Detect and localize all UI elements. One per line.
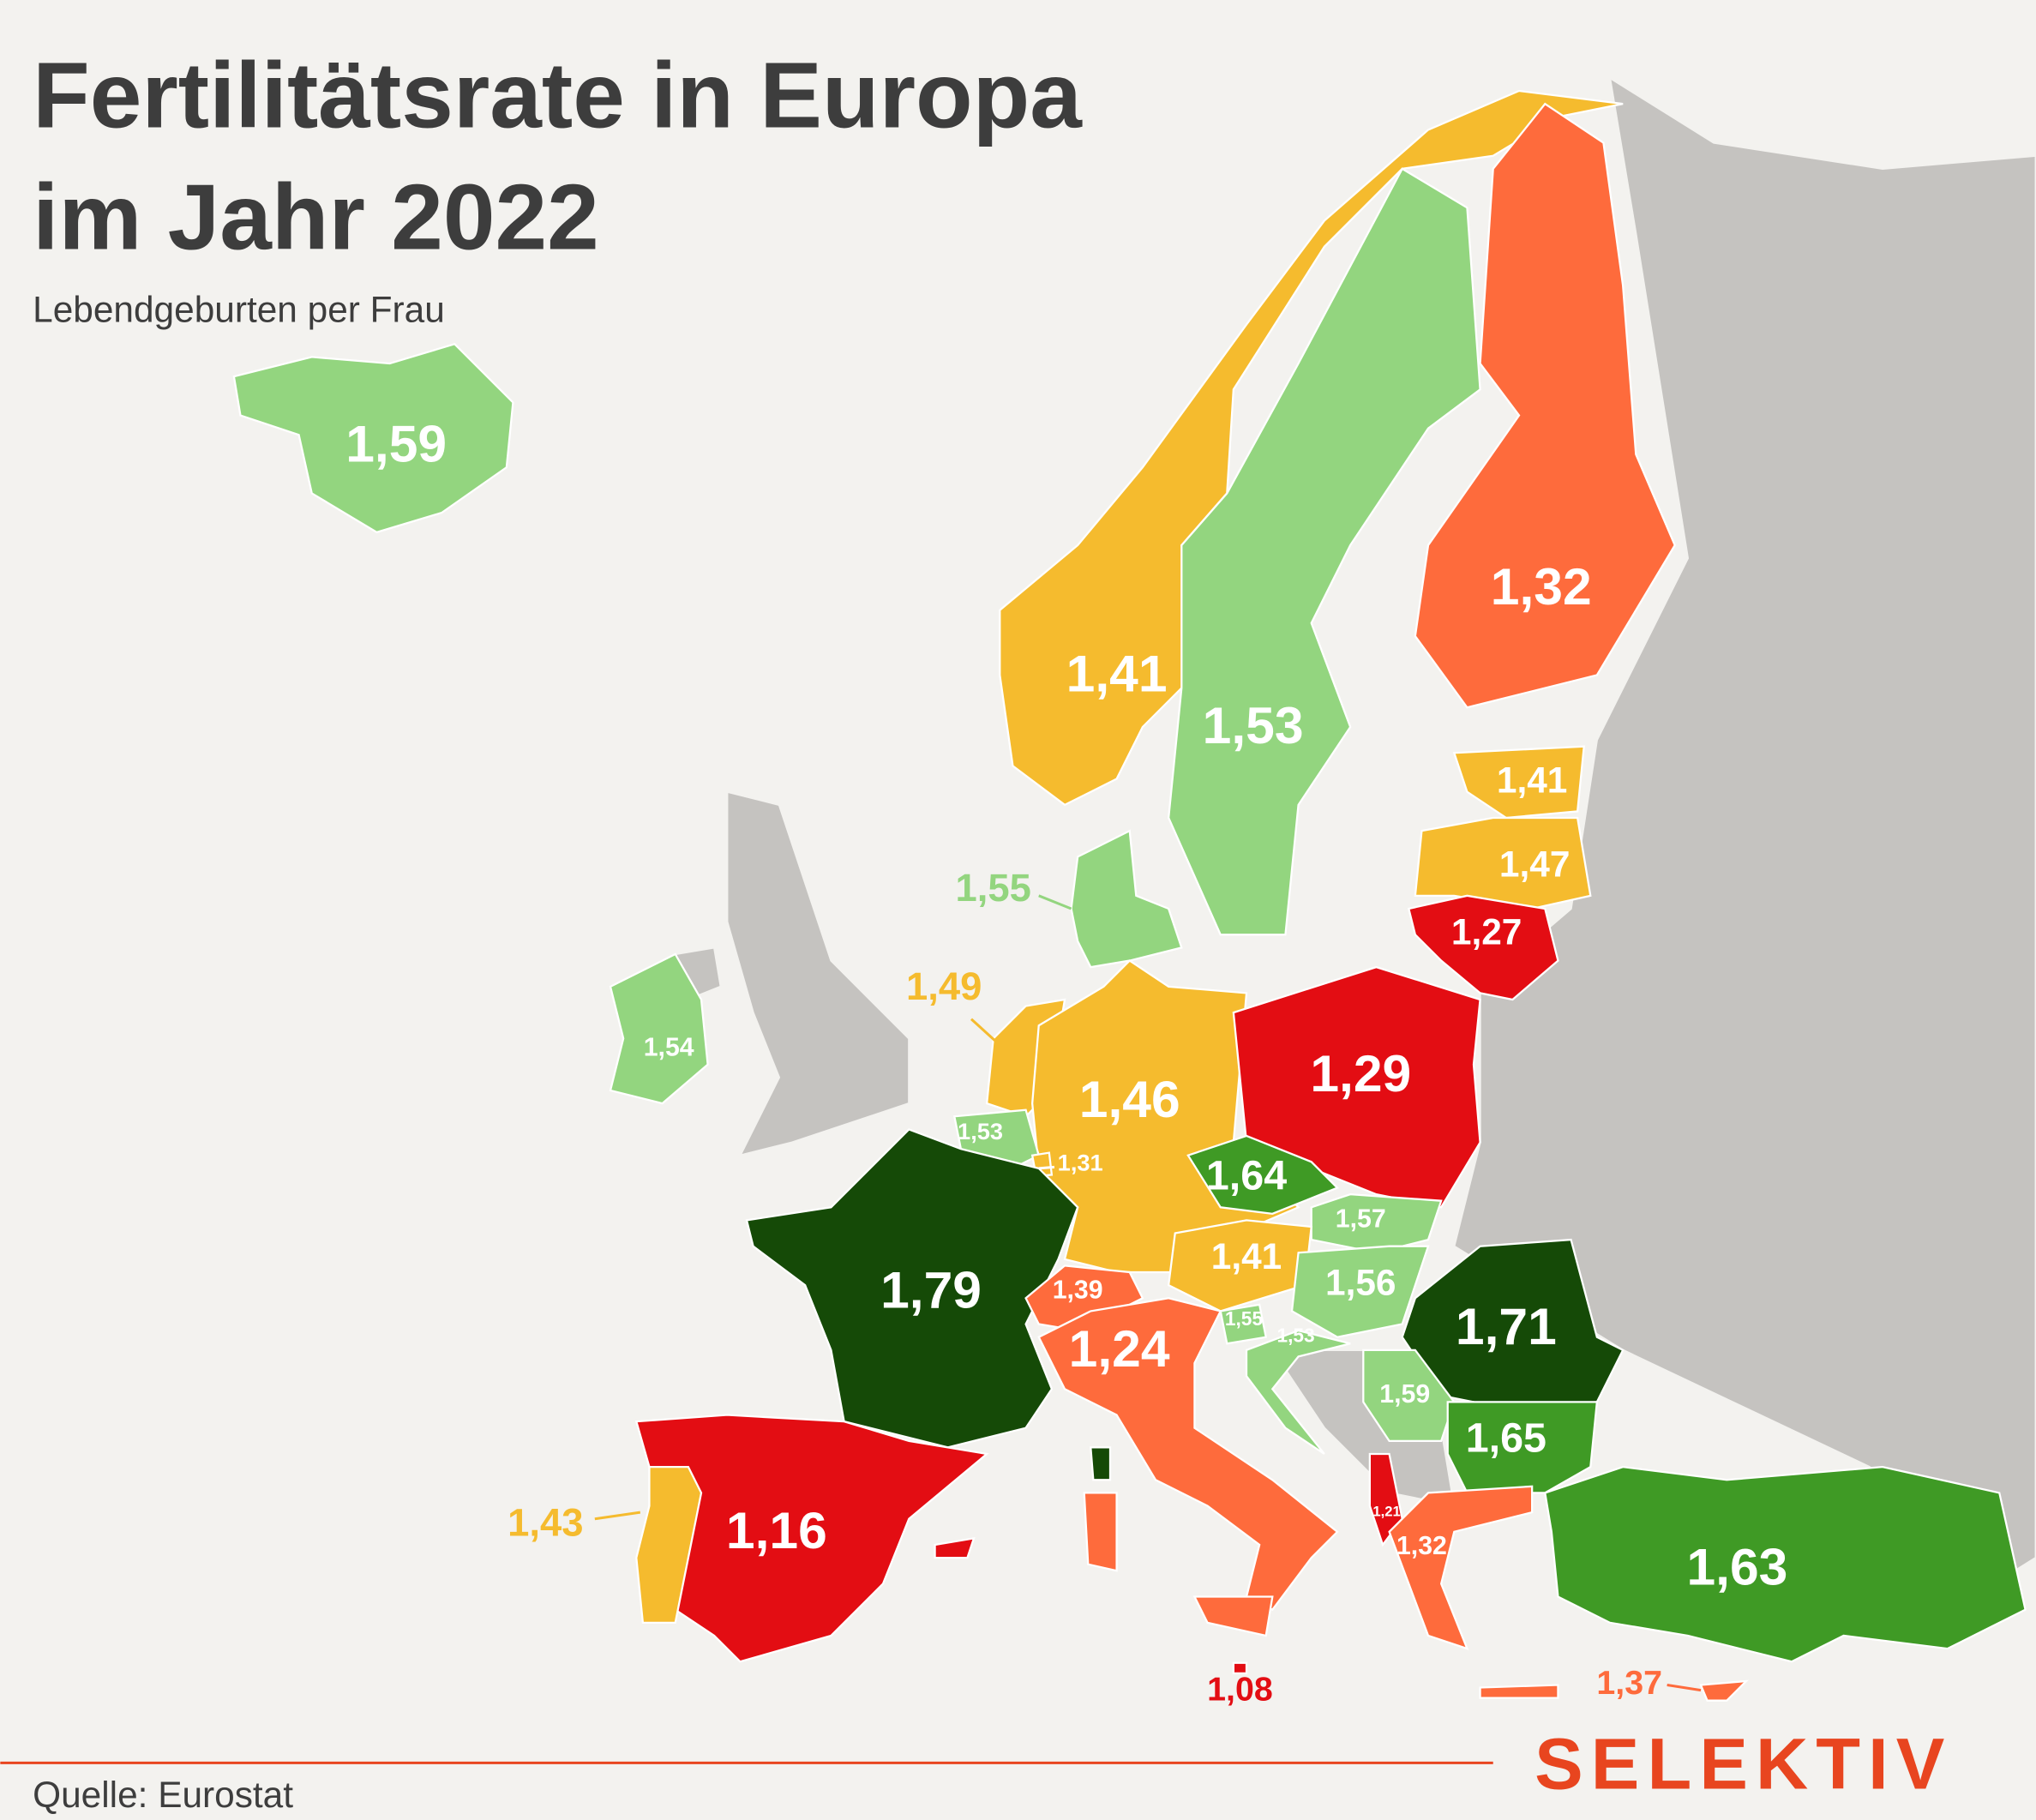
value-label: 1,32: [1396, 1532, 1447, 1560]
leader-line: [1667, 1684, 1702, 1692]
country-shape: [1407, 894, 1559, 1001]
country-shape: [1192, 1595, 1274, 1637]
country-shape: [1699, 1679, 1750, 1702]
country-shape: [1452, 745, 1585, 820]
source: Quelle: Eurostat: [33, 1775, 293, 1815]
value-label: 1,46: [1079, 1070, 1180, 1128]
value-label: 1,31: [1058, 1149, 1103, 1175]
country-shape: [1186, 1134, 1340, 1216]
country-shape: [1362, 1348, 1456, 1442]
value-label: 1,39: [1053, 1276, 1103, 1305]
value-label: 1,53: [1276, 1324, 1314, 1347]
value-label: 1,59: [345, 414, 447, 472]
country-shape: [635, 1465, 703, 1624]
value-label: 1,16: [726, 1501, 827, 1559]
title-line: im Jahr 2022: [33, 165, 599, 270]
value-label: 1,55: [956, 866, 1031, 910]
country-shape: [609, 952, 709, 1105]
country-shape: [745, 1128, 1079, 1449]
value-label: 1,63: [1686, 1537, 1787, 1595]
other-land: [674, 75, 2036, 1599]
value-label: 1,59: [1379, 1380, 1430, 1409]
value-label: 1,53: [958, 1118, 1003, 1144]
country-shape: [1037, 1297, 1339, 1612]
leader-line: [594, 1511, 641, 1521]
labels: 1,59 1,41 1,53 1,32 1,41 1,47 1,27 1,55 1,54 1,49…: [345, 414, 1787, 1708]
countries: [232, 89, 2027, 1702]
country-shape: [934, 1536, 976, 1559]
country-shape: [1090, 1446, 1112, 1481]
country-shape: [1290, 1245, 1430, 1338]
country-shape: [1414, 102, 1676, 709]
value-label: 1,41: [1211, 1236, 1282, 1276]
value-label: 1,79: [880, 1261, 982, 1319]
country-shape: [1167, 167, 1481, 936]
country-shape: [1479, 1684, 1559, 1699]
country-shape: [232, 342, 514, 534]
value-label: 1,32: [1491, 557, 1592, 616]
country-shape: [1219, 1303, 1268, 1345]
country-shape: [1024, 1264, 1144, 1332]
country-shape: [1070, 829, 1183, 969]
country-shape: [1245, 1329, 1351, 1455]
country-shape: [999, 89, 1624, 807]
country-shape: [1310, 1192, 1443, 1254]
value-label: 1,41: [1066, 644, 1168, 702]
value-label: 1,64: [1206, 1153, 1287, 1199]
country-shape: [1083, 1492, 1118, 1572]
country-shape: [1414, 816, 1592, 910]
title-line: Fertilitätsrate in Europa: [33, 43, 1083, 147]
country-shape: [1232, 1661, 1248, 1675]
value-label: 1,37: [1596, 1664, 1662, 1702]
value-label: 1,29: [1310, 1044, 1411, 1102]
country-shape: [1544, 1465, 2027, 1663]
value-label: 1,65: [1466, 1415, 1547, 1462]
brand-logo: SELEKTIV: [1535, 1723, 1952, 1805]
value-label: 1,71: [1456, 1297, 1557, 1355]
value-label: 1,43: [507, 1500, 583, 1544]
value-label: 1,57: [1336, 1204, 1386, 1233]
leader-line: [1038, 1165, 1055, 1170]
value-label: 1,08: [1207, 1670, 1273, 1708]
value-label: 1,47: [1499, 844, 1570, 885]
value-label: 1,24: [1069, 1319, 1170, 1378]
value-label: 1,53: [1203, 696, 1304, 754]
value-label: 1,27: [1451, 911, 1522, 952]
leader-line: [1038, 894, 1072, 910]
value-label: 1,21: [1372, 1504, 1400, 1520]
subtitle: Lebendgeburten per Frau: [33, 290, 445, 330]
value-label: 1,49: [906, 964, 982, 1008]
country-shape: [1388, 1485, 1534, 1650]
value-label: 1,41: [1497, 760, 1567, 800]
value-label: 1,56: [1325, 1262, 1396, 1302]
value-label: 1,54: [644, 1034, 694, 1062]
leader-line: [970, 1018, 1001, 1047]
land-britain: [726, 790, 910, 1157]
value-label: 1,55: [1225, 1307, 1263, 1330]
